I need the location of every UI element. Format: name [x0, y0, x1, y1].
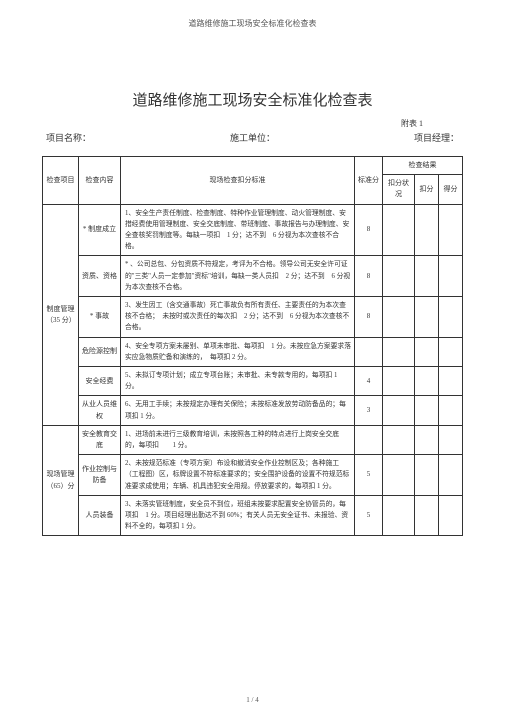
cell-content: * 事故 — [79, 296, 121, 337]
cell-content: 安全教育交底 — [79, 425, 121, 454]
th-deduct: 扣分 — [414, 175, 438, 204]
th-item: 检查项目 — [43, 157, 79, 205]
cell-content: 人员装备 — [79, 495, 121, 536]
cell-get — [438, 204, 462, 256]
section2-title: 现场管理（65）分 — [43, 425, 79, 536]
th-get: 得分 — [438, 175, 462, 204]
cell-score: 3 — [354, 396, 382, 425]
th-standard: 现场检查扣分标准 — [121, 157, 355, 205]
cell-criteria: * 、公司总包、分包资质不符规定，考评为不合格。领导公司无安全许可证的"三类"人… — [121, 256, 355, 297]
cell-score: 8 — [354, 204, 382, 256]
cell-score: 8 — [354, 296, 382, 337]
project-name-label: 项目名称： — [46, 131, 91, 144]
inspection-table: 检查项目 检查内容 现场检查扣分标准 标准分 检查结果 扣分状况 扣分 得分 制… — [42, 156, 463, 536]
info-row: 项目名称： 施工单位： 项目经理： — [42, 131, 463, 144]
th-status: 扣分状况 — [382, 175, 414, 204]
page-number: 1 / 4 — [0, 696, 505, 704]
cell-criteria: 6、无用工手续；未按规定办理有关保险；未按标准发放劳动防备品的；每项扣 1 分。 — [121, 396, 355, 425]
cell-status — [382, 204, 414, 256]
cell-score — [354, 425, 382, 454]
cell-score: 5 — [354, 495, 382, 536]
cell-criteria: 1、安全生产责任制度、检查制度、特种作业管理制度、动火管理制度、安措经费使用管理… — [121, 204, 355, 256]
appendix-label: 附表 1 — [42, 118, 463, 129]
cell-content: 安全经费 — [79, 367, 121, 396]
th-std-score: 标准分 — [354, 157, 382, 205]
cell-content: * 制度成立 — [79, 204, 121, 256]
cell-criteria: 4、安全专项方案未屡别、单项未审批、每项扣 1 分。未按应急方案要求落实应急物质… — [121, 337, 355, 366]
section1-title: 制度管理（35 分） — [43, 204, 79, 425]
cell-criteria: 3、发生因工（含交通事故）死亡事故负有所有责任、主要责任的为本次查核不合格； 未… — [121, 296, 355, 337]
project-manager-label: 项目经理： — [414, 131, 459, 144]
th-result: 检查结果 — [382, 157, 462, 175]
cell-content: 作业控制与防备 — [79, 455, 121, 496]
cell-score: 8 — [354, 256, 382, 297]
cell-criteria: 3、未落实管班制度，安全员不到位，班组未按要求配置安全协管员的，每项扣 1 分。… — [121, 495, 355, 536]
cell-content: 危险源控制 — [79, 337, 121, 366]
cell-content: 资质、资格 — [79, 256, 121, 297]
th-content: 检查内容 — [79, 157, 121, 205]
cell-content: 从业人员维权 — [79, 396, 121, 425]
main-title: 道路维修施工现场安全标准化检查表 — [42, 89, 463, 110]
running-header: 道路维修施工现场安全标准化检查表 — [42, 18, 463, 29]
construction-unit-label: 施工单位： — [230, 131, 275, 144]
cell-criteria: 2、未按规范标准（专项方案）布设和撤消安全作业控制区及；各种施工（工程图）区，标… — [121, 455, 355, 496]
cell-score: 5 — [354, 455, 382, 496]
cell-criteria: 5、未拟订专项计划；成立专项台账；未审批、未专款专用的，每项扣 1 分。 — [121, 367, 355, 396]
cell-score — [354, 337, 382, 366]
cell-criteria: 1、进场前未进行三级教育培训，未按照各工种的特点进行上岗安全交底的，每项扣 1 … — [121, 425, 355, 454]
cell-score: 4 — [354, 367, 382, 396]
cell-deduct — [414, 204, 438, 256]
